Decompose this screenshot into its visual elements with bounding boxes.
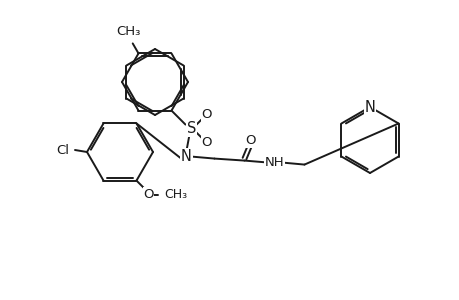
Text: NH: NH	[264, 156, 284, 169]
Text: O: O	[201, 136, 211, 149]
Text: N: N	[181, 149, 191, 164]
Text: O: O	[143, 188, 153, 201]
Text: O: O	[245, 134, 255, 147]
Text: Cl: Cl	[56, 143, 69, 157]
Text: O: O	[201, 108, 211, 121]
Text: CH₃: CH₃	[164, 188, 187, 201]
Text: CH₃: CH₃	[116, 26, 140, 38]
Text: N: N	[364, 100, 375, 115]
Text: S: S	[186, 121, 196, 136]
